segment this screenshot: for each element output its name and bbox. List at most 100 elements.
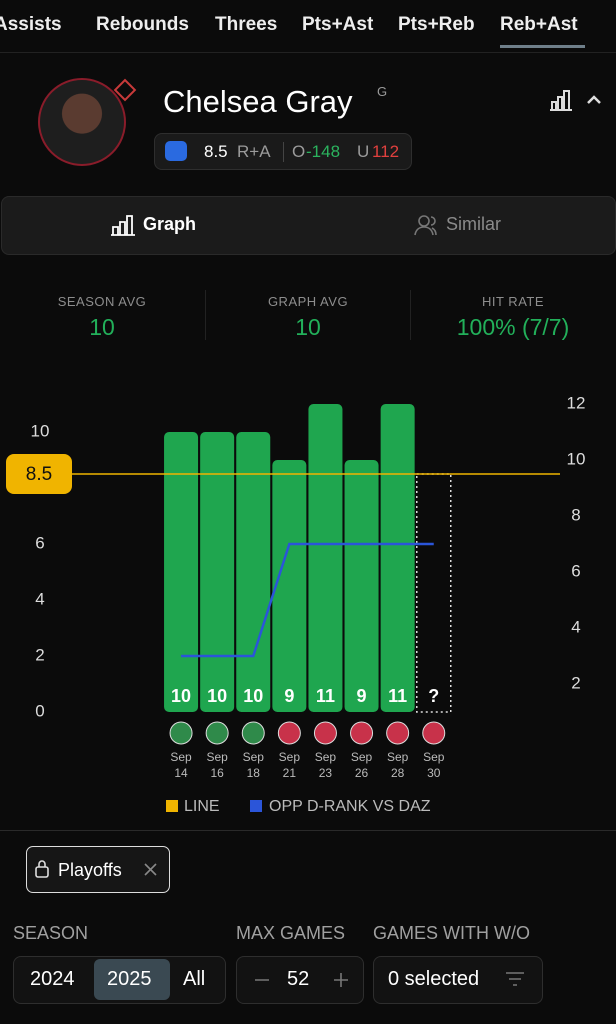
line-badge xyxy=(154,133,412,170)
team-icon xyxy=(169,721,193,745)
y2-tick-label: 8 xyxy=(571,505,580,524)
bar xyxy=(380,404,415,712)
view-tab[interactable]: Similar xyxy=(446,214,502,234)
x-tick-label: Sep 30 xyxy=(423,750,445,780)
graph-icon xyxy=(111,215,135,236)
view-switch xyxy=(1,196,616,255)
avatar xyxy=(38,78,126,166)
season-option[interactable]: 2024 xyxy=(30,968,75,990)
filter-chip[interactable] xyxy=(26,846,170,893)
y2-tick-label: 6 xyxy=(571,561,580,580)
line-badge xyxy=(6,454,72,494)
under-label: U xyxy=(357,142,370,161)
header-icons[interactable] xyxy=(548,88,608,112)
stat-label: HIT RATE xyxy=(481,294,545,309)
y2-tick-label: 10 xyxy=(567,449,586,468)
x-tick-label: Sep 28 xyxy=(386,750,409,780)
bar xyxy=(236,432,271,712)
x-tick-label: Sep 16 xyxy=(206,750,228,780)
team-icon xyxy=(313,721,337,745)
bar-label: 9 xyxy=(284,686,294,706)
tab[interactable]: Rebounds xyxy=(96,14,189,35)
stat-value: 100% (7/7) xyxy=(456,314,570,340)
bar-label: 10 xyxy=(171,686,191,706)
bar-label: 10 xyxy=(207,686,227,706)
bar-label: ? xyxy=(428,686,439,706)
bar xyxy=(344,460,379,712)
tab[interactable]: Pts+Reb xyxy=(398,14,475,35)
y-tick-label: 6 xyxy=(35,533,44,552)
team-icon xyxy=(277,721,301,745)
legend-swatch xyxy=(250,800,262,812)
y-tick-label: 4 xyxy=(35,589,44,608)
stat-label: SEASON AVG xyxy=(57,294,147,309)
line-value: 8.5 xyxy=(204,142,228,161)
close-icon[interactable] xyxy=(144,863,157,876)
market: R+A xyxy=(237,142,271,161)
team-icon xyxy=(205,721,229,745)
chip-label: Playoffs xyxy=(58,860,122,880)
x-tick-label: Sep 23 xyxy=(314,750,337,780)
stepper-icons[interactable] xyxy=(254,972,350,988)
under-odds: 112 xyxy=(372,142,400,161)
series-line xyxy=(181,542,434,658)
divider xyxy=(0,830,616,831)
legend-swatch xyxy=(166,800,178,812)
divider xyxy=(410,290,411,340)
y-tick-label: 0 xyxy=(35,701,44,720)
over-label: O xyxy=(292,142,306,161)
max-games-value: 52 xyxy=(287,968,310,990)
filter-label: MAX GAMES xyxy=(236,923,346,943)
y2-tick-label: 4 xyxy=(571,617,580,636)
over-odds: -148 xyxy=(306,142,341,161)
legend-label: OPP D-RANK VS DAZ xyxy=(269,798,431,815)
team-icon xyxy=(350,721,374,745)
y-tick-label: 10 xyxy=(31,421,50,440)
without-select[interactable] xyxy=(373,956,543,1004)
stat-value: 10 xyxy=(295,314,321,340)
bar xyxy=(308,404,343,712)
tab[interactable]: Threes xyxy=(215,14,278,35)
x-tick-label: Sep 14 xyxy=(170,750,192,780)
y-tick-label: 2 xyxy=(35,645,44,664)
stat-value: 10 xyxy=(89,314,115,340)
tab-active[interactable]: Reb+Ast xyxy=(500,14,578,35)
tab-underline xyxy=(500,45,585,48)
season-selected xyxy=(94,959,170,1000)
x-tick-label: Sep 26 xyxy=(350,750,373,780)
pending-bar xyxy=(416,473,452,713)
tab[interactable]: Assists xyxy=(0,14,62,35)
divider xyxy=(0,52,616,53)
y2-tick-label: 12 xyxy=(567,393,586,412)
line-badge-label: 8.5 xyxy=(26,464,52,485)
x-tick-label: Sep 18 xyxy=(242,750,264,780)
view-tab-active[interactable]: Graph xyxy=(143,214,197,234)
filter-label: GAMES WITH W/O xyxy=(373,923,530,943)
bar-label: 11 xyxy=(316,686,335,706)
lock-icon xyxy=(35,860,49,878)
book-icon xyxy=(165,141,187,161)
stat-label: GRAPH AVG xyxy=(267,294,349,309)
position: G xyxy=(377,84,388,99)
x-tick-label: Sep 21 xyxy=(278,750,301,780)
divider xyxy=(205,290,206,340)
season-option[interactable]: 2025 xyxy=(107,968,152,990)
bar-label: 10 xyxy=(243,686,263,706)
bar xyxy=(164,432,199,712)
bar xyxy=(200,432,235,712)
legend-label: LINE xyxy=(184,798,220,815)
bar-label: 11 xyxy=(388,686,407,706)
team-icon xyxy=(241,721,265,745)
season-option[interactable]: All xyxy=(183,968,206,990)
y2-tick-label: 2 xyxy=(571,673,580,692)
bar-label: 9 xyxy=(357,686,367,706)
chart: 0 2 4 6 10 2 4 6 8 10 12 10 10 10 9 11 9 11 ? 8.5 LINE OPP D-… xyxy=(6,393,586,815)
bar xyxy=(272,460,307,712)
team-icon xyxy=(386,721,410,745)
team-icon xyxy=(422,721,446,745)
tab[interactable]: Pts+Ast xyxy=(302,14,374,35)
filter-label: SEASON xyxy=(13,923,89,943)
filter-icon xyxy=(506,972,524,986)
without-value: 0 selected xyxy=(388,968,480,990)
